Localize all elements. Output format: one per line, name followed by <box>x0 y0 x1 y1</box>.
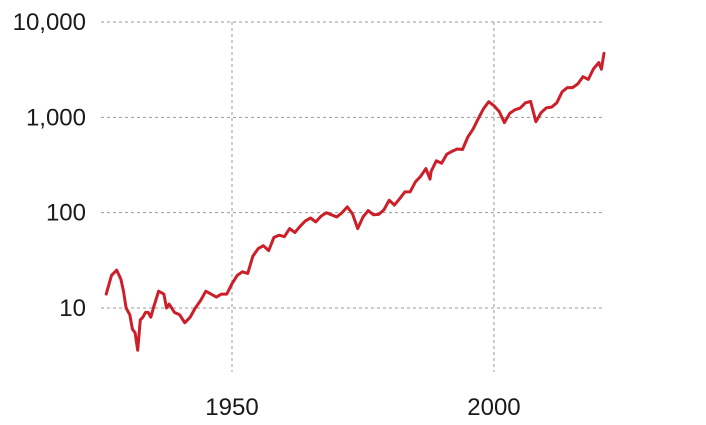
gridlines <box>101 21 604 372</box>
y-tick-label: 10,000 <box>13 9 86 36</box>
x-tick-label: 2000 <box>467 394 520 421</box>
x-tick-label: 1950 <box>205 394 258 421</box>
y-tick-label: 10 <box>59 295 86 322</box>
series-line <box>104 51 606 352</box>
tick-labels: 10 100 1,000 10,000 1950 2000 <box>13 9 521 421</box>
y-tick-label: 100 <box>46 200 86 227</box>
y-tick-label: 1,000 <box>26 104 86 131</box>
series-layer <box>104 51 606 352</box>
